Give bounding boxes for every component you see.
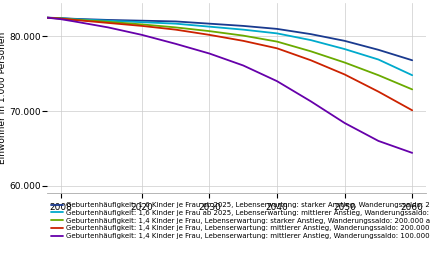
Geburtenhäufigkeit: 1,6 Kinder je Frau ab 2025, Lebenserwartung: mittlerer Anstieg, Wanderungssaldo: 200.000 ab 2020: (2.02e+03, 8.19e+04): 1,6 Kinder je Frau ab 2025, Lebenserwart… [139,20,144,24]
Geburtenhäufigkeit: 1,4 Kinder je Frau, Lebenserwartung: starker Anstieg, Wanderungssaldo: 200.000 ab 2020: (2.04e+03, 8.01e+04): 1,4 Kinder je Frau, Lebenserwartung: sta… [241,34,246,37]
Geburtenhäufigkeit: 1,4 Kinder je Frau, Lebenserwartung: mittlerer Anstieg, Wanderungssaldo: 100.000 ab 2014: (2.05e+03, 6.84e+04): 1,4 Kinder je Frau, Lebenserwartung: mit… [342,121,347,125]
Geburtenhäufigkeit: 1,6 Kinder je Frau ab 2025, Lebenserwartung: mittlerer Anstieg, Wanderungssaldo: 200.000 ab 2020: (2.01e+03, 8.23e+04): 1,6 Kinder je Frau ab 2025, Lebenserwart… [72,18,77,21]
Geburtenhäufigkeit: 1,4 Kinder je Frau, Lebenserwartung: mittlerer Anstieg, Wanderungssaldo: 100.000 ab 2014: (2.06e+03, 6.6e+04): 1,4 Kinder je Frau, Lebenserwartung: mit… [376,139,381,143]
Geburtenhäufigkeit: 1,6 Kinder je Frau ab 2025, Lebenserwartung: starker Anstieg, Wanderungssaldo: 200.000 ab 2020: (2.04e+03, 8.03e+04): 1,6 Kinder je Frau ab 2025, Lebenserwart… [308,33,313,36]
Geburtenhäufigkeit: 1,4 Kinder je Frau, Lebenserwartung: starker Anstieg, Wanderungssaldo: 200.000 ab 2020: (2.02e+03, 8.2e+04): 1,4 Kinder je Frau, Lebenserwartung: sta… [105,20,111,23]
Geburtenhäufigkeit: 1,4 Kinder je Frau, Lebenserwartung: mittlerer Anstieg, Wanderungssaldo: 200.000 ab 2020: (2.04e+03, 7.84e+04): 1,4 Kinder je Frau, Lebenserwartung: mit… [274,47,280,50]
Geburtenhäufigkeit: 1,4 Kinder je Frau, Lebenserwartung: mittlerer Anstieg, Wanderungssaldo: 200.000 ab 2020: (2.04e+03, 7.68e+04): 1,4 Kinder je Frau, Lebenserwartung: mit… [308,59,313,62]
Geburtenhäufigkeit: 1,6 Kinder je Frau ab 2025, Lebenserwartung: mittlerer Anstieg, Wanderungssaldo: 200.000 ab 2020: (2.01e+03, 8.25e+04): 1,6 Kinder je Frau ab 2025, Lebenserwart… [45,16,50,19]
Line: Geburtenhäufigkeit: 1,6 Kinder je Frau ab 2025, Lebenserwartung: mittlerer Anstieg, Wanderungssaldo: 200.000 ab 2020: Geburtenhäufigkeit: 1,6 Kinder je Frau a… [47,18,412,75]
Geburtenhäufigkeit: 1,6 Kinder je Frau ab 2025, Lebenserwartung: mittlerer Anstieg, Wanderungssaldo: 200.000 ab 2020: (2.06e+03, 7.48e+04): 1,6 Kinder je Frau ab 2025, Lebenserwart… [410,73,415,77]
Geburtenhäufigkeit: 1,6 Kinder je Frau ab 2025, Lebenserwartung: starker Anstieg, Wanderungssaldo: 200.000 ab 2020: (2.01e+03, 8.24e+04): 1,6 Kinder je Frau ab 2025, Lebenserwart… [72,17,77,20]
Geburtenhäufigkeit: 1,6 Kinder je Frau ab 2025, Lebenserwartung: starker Anstieg, Wanderungssaldo: 200.000 ab 2020: (2.04e+03, 8.1e+04): 1,6 Kinder je Frau ab 2025, Lebenserwart… [274,27,280,31]
Geburtenhäufigkeit: 1,4 Kinder je Frau, Lebenserwartung: mittlerer Anstieg, Wanderungssaldo: 100.000 ab 2014: (2.02e+03, 7.9e+04): 1,4 Kinder je Frau, Lebenserwartung: mit… [173,42,178,46]
Geburtenhäufigkeit: 1,6 Kinder je Frau ab 2025, Lebenserwartung: mittlerer Anstieg, Wanderungssaldo: 200.000 ab 2020: (2.02e+03, 8.17e+04): 1,6 Kinder je Frau ab 2025, Lebenserwart… [173,22,178,25]
Geburtenhäufigkeit: 1,4 Kinder je Frau, Lebenserwartung: mittlerer Anstieg, Wanderungssaldo: 200.000 ab 2020: (2.01e+03, 8.25e+04): 1,4 Kinder je Frau, Lebenserwartung: mit… [45,16,50,19]
Geburtenhäufigkeit: 1,4 Kinder je Frau, Lebenserwartung: starker Anstieg, Wanderungssaldo: 200.000 ab 2020: (2.01e+03, 8.25e+04): 1,4 Kinder je Frau, Lebenserwartung: sta… [45,16,50,19]
Geburtenhäufigkeit: 1,4 Kinder je Frau, Lebenserwartung: mittlerer Anstieg, Wanderungssaldo: 100.000 ab 2014: (2.04e+03, 7.13e+04): 1,4 Kinder je Frau, Lebenserwartung: mit… [308,100,313,103]
Geburtenhäufigkeit: 1,6 Kinder je Frau ab 2025, Lebenserwartung: mittlerer Anstieg, Wanderungssaldo: 200.000 ab 2020: (2.02e+03, 8.21e+04): 1,6 Kinder je Frau ab 2025, Lebenserwart… [105,19,111,22]
Geburtenhäufigkeit: 1,6 Kinder je Frau ab 2025, Lebenserwartung: mittlerer Anstieg, Wanderungssaldo: 200.000 ab 2020: (2.06e+03, 7.69e+04): 1,6 Kinder je Frau ab 2025, Lebenserwart… [376,58,381,61]
Geburtenhäufigkeit: 1,6 Kinder je Frau ab 2025, Lebenserwartung: starker Anstieg, Wanderungssaldo: 200.000 ab 2020: (2.02e+03, 8.2e+04): 1,6 Kinder je Frau ab 2025, Lebenserwart… [173,20,178,23]
Line: Geburtenhäufigkeit: 1,6 Kinder je Frau ab 2025, Lebenserwartung: starker Anstieg, Wanderungssaldo: 200.000 ab 2020: Geburtenhäufigkeit: 1,6 Kinder je Frau a… [47,18,412,60]
Geburtenhäufigkeit: 1,4 Kinder je Frau, Lebenserwartung: starker Anstieg, Wanderungssaldo: 200.000 ab 2020: (2.01e+03, 8.24e+04): 1,4 Kinder je Frau, Lebenserwartung: sta… [58,17,63,20]
Y-axis label: Einwohner in 1.000 Personen: Einwohner in 1.000 Personen [0,32,6,164]
Geburtenhäufigkeit: 1,4 Kinder je Frau, Lebenserwartung: mittlerer Anstieg, Wanderungssaldo: 200.000 ab 2020: (2.02e+03, 8.18e+04): 1,4 Kinder je Frau, Lebenserwartung: mit… [105,21,111,25]
Geburtenhäufigkeit: 1,6 Kinder je Frau ab 2025, Lebenserwartung: starker Anstieg, Wanderungssaldo: 200.000 ab 2020: (2.04e+03, 8.14e+04): 1,6 Kinder je Frau ab 2025, Lebenserwart… [241,24,246,28]
Geburtenhäufigkeit: 1,4 Kinder je Frau, Lebenserwartung: mittlerer Anstieg, Wanderungssaldo: 200.000 ab 2020: (2.06e+03, 7.26e+04): 1,4 Kinder je Frau, Lebenserwartung: mit… [376,90,381,93]
Geburtenhäufigkeit: 1,4 Kinder je Frau, Lebenserwartung: mittlerer Anstieg, Wanderungssaldo: 100.000 ab 2014: (2.01e+03, 8.23e+04): 1,4 Kinder je Frau, Lebenserwartung: mit… [58,18,63,21]
Geburtenhäufigkeit: 1,4 Kinder je Frau, Lebenserwartung: mittlerer Anstieg, Wanderungssaldo: 200.000 ab 2020: (2.03e+03, 8.02e+04): 1,4 Kinder je Frau, Lebenserwartung: mit… [207,33,212,36]
Line: Geburtenhäufigkeit: 1,4 Kinder je Frau, Lebenserwartung: starker Anstieg, Wanderungssaldo: 200.000 ab 2020: Geburtenhäufigkeit: 1,4 Kinder je Frau, … [47,18,412,89]
Geburtenhäufigkeit: 1,4 Kinder je Frau, Lebenserwartung: mittlerer Anstieg, Wanderungssaldo: 100.000 ab 2014: (2.03e+03, 7.77e+04): 1,4 Kinder je Frau, Lebenserwartung: mit… [207,52,212,55]
Geburtenhäufigkeit: 1,6 Kinder je Frau ab 2025, Lebenserwartung: starker Anstieg, Wanderungssaldo: 200.000 ab 2020: (2.01e+03, 8.24e+04): 1,6 Kinder je Frau ab 2025, Lebenserwart… [58,16,63,20]
Geburtenhäufigkeit: 1,4 Kinder je Frau, Lebenserwartung: starker Anstieg, Wanderungssaldo: 200.000 ab 2020: (2.02e+03, 8.16e+04): 1,4 Kinder je Frau, Lebenserwartung: sta… [139,23,144,26]
Geburtenhäufigkeit: 1,4 Kinder je Frau, Lebenserwartung: mittlerer Anstieg, Wanderungssaldo: 200.000 ab 2020: (2.01e+03, 8.24e+04): 1,4 Kinder je Frau, Lebenserwartung: mit… [58,17,63,20]
Geburtenhäufigkeit: 1,4 Kinder je Frau, Lebenserwartung: starker Anstieg, Wanderungssaldo: 200.000 ab 2020: (2.06e+03, 7.48e+04): 1,4 Kinder je Frau, Lebenserwartung: sta… [376,73,381,77]
Geburtenhäufigkeit: 1,6 Kinder je Frau ab 2025, Lebenserwartung: starker Anstieg, Wanderungssaldo: 200.000 ab 2020: (2.02e+03, 8.21e+04): 1,6 Kinder je Frau ab 2025, Lebenserwart… [139,19,144,22]
Geburtenhäufigkeit: 1,6 Kinder je Frau ab 2025, Lebenserwartung: starker Anstieg, Wanderungssaldo: 200.000 ab 2020: (2.02e+03, 8.22e+04): 1,6 Kinder je Frau ab 2025, Lebenserwart… [105,18,111,22]
Geburtenhäufigkeit: 1,4 Kinder je Frau, Lebenserwartung: mittlerer Anstieg, Wanderungssaldo: 200.000 ab 2020: (2.05e+03, 7.49e+04): 1,4 Kinder je Frau, Lebenserwartung: mit… [342,73,347,76]
Geburtenhäufigkeit: 1,4 Kinder je Frau, Lebenserwartung: mittlerer Anstieg, Wanderungssaldo: 200.000 ab 2020: (2.02e+03, 8.09e+04): 1,4 Kinder je Frau, Lebenserwartung: mit… [173,28,178,31]
Legend: Geburtenhäufigkeit: 1,6 Kinder je Frau ab 2025, Lebenserwartung: starker Anstieg: Geburtenhäufigkeit: 1,6 Kinder je Frau a… [51,202,430,239]
Geburtenhäufigkeit: 1,4 Kinder je Frau, Lebenserwartung: starker Anstieg, Wanderungssaldo: 200.000 ab 2020: (2.02e+03, 8.12e+04): 1,4 Kinder je Frau, Lebenserwartung: sta… [173,26,178,29]
Geburtenhäufigkeit: 1,6 Kinder je Frau ab 2025, Lebenserwartung: starker Anstieg, Wanderungssaldo: 200.000 ab 2020: (2.05e+03, 7.94e+04): 1,6 Kinder je Frau ab 2025, Lebenserwart… [342,39,347,43]
Geburtenhäufigkeit: 1,4 Kinder je Frau, Lebenserwartung: starker Anstieg, Wanderungssaldo: 200.000 ab 2020: (2.06e+03, 7.29e+04): 1,4 Kinder je Frau, Lebenserwartung: sta… [410,88,415,91]
Geburtenhäufigkeit: 1,6 Kinder je Frau ab 2025, Lebenserwartung: mittlerer Anstieg, Wanderungssaldo: 200.000 ab 2020: (2.03e+03, 8.13e+04): 1,6 Kinder je Frau ab 2025, Lebenserwart… [207,25,212,28]
Geburtenhäufigkeit: 1,4 Kinder je Frau, Lebenserwartung: starker Anstieg, Wanderungssaldo: 200.000 ab 2020: (2.01e+03, 8.22e+04): 1,4 Kinder je Frau, Lebenserwartung: sta… [72,18,77,21]
Geburtenhäufigkeit: 1,4 Kinder je Frau, Lebenserwartung: mittlerer Anstieg, Wanderungssaldo: 100.000 ab 2014: (2.01e+03, 8.2e+04): 1,4 Kinder je Frau, Lebenserwartung: mit… [72,20,77,23]
Geburtenhäufigkeit: 1,4 Kinder je Frau, Lebenserwartung: mittlerer Anstieg, Wanderungssaldo: 100.000 ab 2014: (2.04e+03, 7.4e+04): 1,4 Kinder je Frau, Lebenserwartung: mit… [274,79,280,83]
Geburtenhäufigkeit: 1,4 Kinder je Frau, Lebenserwartung: starker Anstieg, Wanderungssaldo: 200.000 ab 2020: (2.04e+03, 7.93e+04): 1,4 Kinder je Frau, Lebenserwartung: sta… [274,40,280,43]
Geburtenhäufigkeit: 1,6 Kinder je Frau ab 2025, Lebenserwartung: starker Anstieg, Wanderungssaldo: 200.000 ab 2020: (2.06e+03, 7.68e+04): 1,6 Kinder je Frau ab 2025, Lebenserwart… [410,59,415,62]
Line: Geburtenhäufigkeit: 1,4 Kinder je Frau, Lebenserwartung: mittlerer Anstieg, Wanderungssaldo: 100.000 ab 2014: Geburtenhäufigkeit: 1,4 Kinder je Frau, … [47,18,412,153]
Geburtenhäufigkeit: 1,4 Kinder je Frau, Lebenserwartung: mittlerer Anstieg, Wanderungssaldo: 200.000 ab 2020: (2.01e+03, 8.22e+04): 1,4 Kinder je Frau, Lebenserwartung: mit… [72,18,77,22]
Geburtenhäufigkeit: 1,6 Kinder je Frau ab 2025, Lebenserwartung: mittlerer Anstieg, Wanderungssaldo: 200.000 ab 2020: (2.04e+03, 8.04e+04): 1,6 Kinder je Frau ab 2025, Lebenserwart… [274,32,280,35]
Geburtenhäufigkeit: 1,6 Kinder je Frau ab 2025, Lebenserwartung: starker Anstieg, Wanderungssaldo: 200.000 ab 2020: (2.06e+03, 7.82e+04): 1,6 Kinder je Frau ab 2025, Lebenserwart… [376,48,381,51]
Geburtenhäufigkeit: 1,6 Kinder je Frau ab 2025, Lebenserwartung: mittlerer Anstieg, Wanderungssaldo: 200.000 ab 2020: (2.01e+03, 8.24e+04): 1,6 Kinder je Frau ab 2025, Lebenserwart… [58,17,63,20]
Geburtenhäufigkeit: 1,6 Kinder je Frau ab 2025, Lebenserwartung: mittlerer Anstieg, Wanderungssaldo: 200.000 ab 2020: (2.04e+03, 7.95e+04): 1,6 Kinder je Frau ab 2025, Lebenserwart… [308,38,313,42]
Geburtenhäufigkeit: 1,4 Kinder je Frau, Lebenserwartung: mittlerer Anstieg, Wanderungssaldo: 200.000 ab 2020: (2.06e+03, 7.01e+04): 1,4 Kinder je Frau, Lebenserwartung: mit… [410,109,415,112]
Geburtenhäufigkeit: 1,6 Kinder je Frau ab 2025, Lebenserwartung: starker Anstieg, Wanderungssaldo: 200.000 ab 2020: (2.03e+03, 8.17e+04): 1,6 Kinder je Frau ab 2025, Lebenserwart… [207,22,212,25]
Geburtenhäufigkeit: 1,4 Kinder je Frau, Lebenserwartung: mittlerer Anstieg, Wanderungssaldo: 100.000 ab 2014: (2.02e+03, 8.02e+04): 1,4 Kinder je Frau, Lebenserwartung: mit… [139,33,144,36]
Geburtenhäufigkeit: 1,4 Kinder je Frau, Lebenserwartung: mittlerer Anstieg, Wanderungssaldo: 100.000 ab 2014: (2.04e+03, 7.61e+04): 1,4 Kinder je Frau, Lebenserwartung: mit… [241,64,246,67]
Line: Geburtenhäufigkeit: 1,4 Kinder je Frau, Lebenserwartung: mittlerer Anstieg, Wanderungssaldo: 200.000 ab 2020: Geburtenhäufigkeit: 1,4 Kinder je Frau, … [47,18,412,110]
Geburtenhäufigkeit: 1,4 Kinder je Frau, Lebenserwartung: mittlerer Anstieg, Wanderungssaldo: 200.000 ab 2020: (2.02e+03, 8.14e+04): 1,4 Kinder je Frau, Lebenserwartung: mit… [139,24,144,28]
Geburtenhäufigkeit: 1,4 Kinder je Frau, Lebenserwartung: mittlerer Anstieg, Wanderungssaldo: 100.000 ab 2014: (2.02e+03, 8.12e+04): 1,4 Kinder je Frau, Lebenserwartung: mit… [105,26,111,29]
Geburtenhäufigkeit: 1,4 Kinder je Frau, Lebenserwartung: mittlerer Anstieg, Wanderungssaldo: 100.000 ab 2014: (2.06e+03, 6.44e+04): 1,4 Kinder je Frau, Lebenserwartung: mit… [410,151,415,155]
Geburtenhäufigkeit: 1,4 Kinder je Frau, Lebenserwartung: starker Anstieg, Wanderungssaldo: 200.000 ab 2020: (2.04e+03, 7.8e+04): 1,4 Kinder je Frau, Lebenserwartung: sta… [308,50,313,53]
Geburtenhäufigkeit: 1,6 Kinder je Frau ab 2025, Lebenserwartung: starker Anstieg, Wanderungssaldo: 200.000 ab 2020: (2.01e+03, 8.25e+04): 1,6 Kinder je Frau ab 2025, Lebenserwart… [45,16,50,19]
Geburtenhäufigkeit: 1,6 Kinder je Frau ab 2025, Lebenserwartung: mittlerer Anstieg, Wanderungssaldo: 200.000 ab 2020: (2.04e+03, 8.09e+04): 1,6 Kinder je Frau ab 2025, Lebenserwart… [241,28,246,31]
Geburtenhäufigkeit: 1,4 Kinder je Frau, Lebenserwartung: mittlerer Anstieg, Wanderungssaldo: 100.000 ab 2014: (2.01e+03, 8.25e+04): 1,4 Kinder je Frau, Lebenserwartung: mit… [45,16,50,19]
Geburtenhäufigkeit: 1,4 Kinder je Frau, Lebenserwartung: mittlerer Anstieg, Wanderungssaldo: 200.000 ab 2020: (2.04e+03, 7.94e+04): 1,4 Kinder je Frau, Lebenserwartung: mit… [241,39,246,43]
Geburtenhäufigkeit: 1,4 Kinder je Frau, Lebenserwartung: starker Anstieg, Wanderungssaldo: 200.000 ab 2020: (2.03e+03, 8.07e+04): 1,4 Kinder je Frau, Lebenserwartung: sta… [207,30,212,33]
Geburtenhäufigkeit: 1,4 Kinder je Frau, Lebenserwartung: starker Anstieg, Wanderungssaldo: 200.000 ab 2020: (2.05e+03, 7.65e+04): 1,4 Kinder je Frau, Lebenserwartung: sta… [342,61,347,64]
Geburtenhäufigkeit: 1,6 Kinder je Frau ab 2025, Lebenserwartung: mittlerer Anstieg, Wanderungssaldo: 200.000 ab 2020: (2.05e+03, 7.83e+04): 1,6 Kinder je Frau ab 2025, Lebenserwart… [342,47,347,51]
